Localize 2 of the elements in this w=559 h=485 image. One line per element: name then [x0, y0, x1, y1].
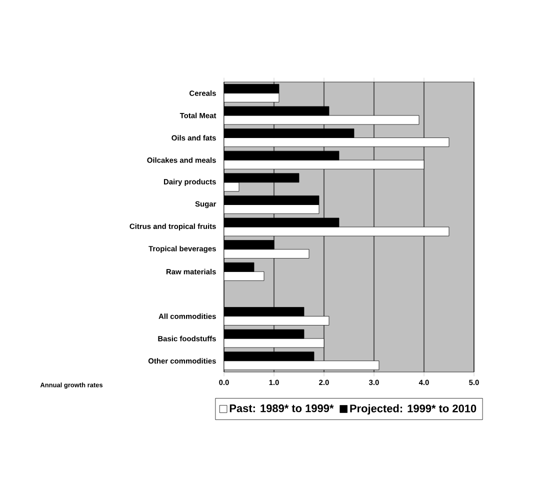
legend-label: Projected: 1999* to 2010	[350, 404, 476, 414]
legend-label: Past: 1989* to 1999*	[230, 404, 334, 412]
